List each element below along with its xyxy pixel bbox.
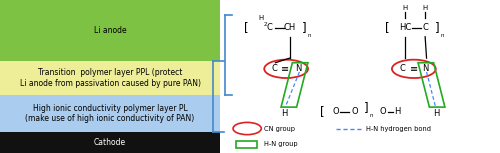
Text: C: C (271, 64, 277, 73)
Text: C: C (422, 23, 428, 32)
Text: H-N group: H-N group (264, 141, 298, 147)
Text: ≡: ≡ (410, 64, 418, 74)
Text: C: C (400, 64, 406, 73)
Text: Li anode: Li anode (94, 26, 126, 35)
Text: H: H (402, 5, 408, 11)
Text: $[$: $[$ (320, 104, 325, 119)
Text: H: H (433, 109, 440, 118)
Text: n: n (370, 113, 373, 118)
Text: CN group: CN group (264, 125, 295, 132)
Text: H: H (422, 5, 428, 11)
Text: $[$: $[$ (384, 20, 390, 35)
Bar (0, 0, 220, 61)
Text: $]$: $]$ (301, 20, 306, 35)
Text: O: O (380, 107, 386, 116)
Text: $[$: $[$ (243, 20, 248, 35)
Text: 2: 2 (264, 22, 268, 27)
Text: CH: CH (284, 23, 296, 32)
Text: O: O (333, 107, 340, 116)
Bar (0, 132, 220, 153)
Bar (0, 95, 220, 132)
Text: $]$: $]$ (363, 100, 368, 115)
Text: O: O (351, 107, 358, 116)
Text: n: n (308, 33, 311, 38)
Text: N: N (422, 64, 429, 73)
Text: H: H (280, 109, 287, 118)
Text: ≡: ≡ (281, 64, 289, 74)
Text: $]$: $]$ (434, 20, 439, 35)
Text: H: H (394, 107, 400, 116)
Text: Transition  polymer layer PPL (protect
Li anode from passivation caused by pure : Transition polymer layer PPL (protect Li… (20, 68, 201, 88)
Bar (0, 61, 220, 95)
Text: N: N (295, 64, 301, 73)
Text: Cathode: Cathode (94, 138, 126, 147)
Text: HC: HC (399, 23, 411, 32)
Text: High ionic conductivity polymer layer PL
(make use of high ionic conductivity of: High ionic conductivity polymer layer PL… (26, 104, 194, 123)
Text: H-N hydrogen bond: H-N hydrogen bond (366, 125, 431, 132)
Text: n: n (440, 33, 444, 38)
Bar (236, 141, 257, 148)
Text: C: C (267, 23, 272, 32)
Text: H: H (258, 15, 264, 21)
